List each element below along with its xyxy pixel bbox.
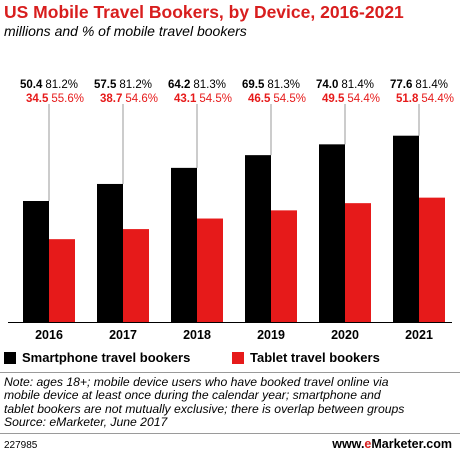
legend-item-tablet: Tablet travel bookers (232, 350, 380, 365)
data-label-tablet: 43.1 54.5% (174, 93, 232, 105)
data-label-smartphone: 50.4 81.2% (20, 79, 78, 91)
bar-smartphone (245, 155, 271, 322)
note-line: mobile device at least once during the c… (4, 388, 381, 403)
x-tick-label: 2019 (257, 328, 285, 342)
bar-tablet (49, 239, 75, 322)
x-tick-label: 2021 (405, 328, 433, 342)
brand-prefix: www. (332, 437, 365, 451)
brand-rest: Marketer (371, 437, 423, 451)
data-label-tablet: 38.7 54.6% (100, 93, 158, 105)
x-tick-label: 2017 (109, 328, 137, 342)
bar-chart: 50.4 81.2% 34.5 55.6% 2016 57.5 81.2% 38.7 54.6%… (8, 79, 454, 342)
data-label-smartphone: 57.5 81.2% (94, 79, 152, 91)
bar-smartphone (171, 167, 197, 322)
data-label-smartphone: 64.2 81.3% (168, 79, 226, 91)
brand-accent: e (364, 437, 372, 451)
note-line: Note: ages 18+; mobile device users who … (4, 375, 389, 389)
footnote: Note: ages 18+; mobile device users who … (4, 375, 456, 430)
legend-swatch-tablet (232, 351, 244, 364)
legend-label-smartphone: Smartphone travel bookers (22, 350, 191, 365)
bar-tablet (197, 218, 223, 322)
legend-swatch-smartphone (4, 351, 16, 364)
data-label-smartphone: 69.5 81.3% (242, 79, 300, 91)
data-label-tablet: 49.5 54.4% (322, 93, 380, 105)
bar-tablet (271, 210, 297, 322)
bar-smartphone (23, 201, 49, 322)
x-tick-label: 2020 (331, 328, 359, 342)
data-label-tablet: 46.5 54.5% (248, 93, 306, 105)
divider-bottom (0, 433, 460, 434)
chart-title: US Mobile Travel Bookers, by Device, 201… (4, 2, 404, 22)
x-tick-label: 2016 (35, 328, 63, 342)
x-tick-label: 2018 (183, 328, 211, 342)
bar-smartphone (393, 135, 419, 322)
brand-suffix: .com (422, 437, 452, 451)
chart-id: 227985 (4, 440, 38, 451)
chart-subtitle: millions and % of mobile travel bookers (4, 23, 247, 39)
brand-link[interactable]: www.eMarketer.com (332, 437, 452, 451)
bar-tablet (419, 197, 445, 322)
data-label-smartphone: 74.0 81.4% (316, 79, 374, 91)
bar-smartphone (319, 144, 345, 322)
bar-tablet (345, 203, 371, 322)
bar-tablet (123, 229, 149, 322)
data-label-tablet: 51.8 54.4% (396, 93, 454, 105)
legend-label-tablet: Tablet travel bookers (250, 350, 380, 365)
legend-item-smartphone: Smartphone travel bookers (4, 350, 190, 365)
bar-smartphone (97, 183, 123, 322)
data-label-tablet: 34.5 55.6% (26, 93, 84, 105)
note-line: tablet bookers are not mutually exclusiv… (4, 401, 405, 416)
divider-top (0, 372, 460, 373)
data-label-smartphone: 77.6 81.4% (390, 79, 448, 91)
source-line: Source: eMarketer, June 2017 (4, 415, 168, 430)
